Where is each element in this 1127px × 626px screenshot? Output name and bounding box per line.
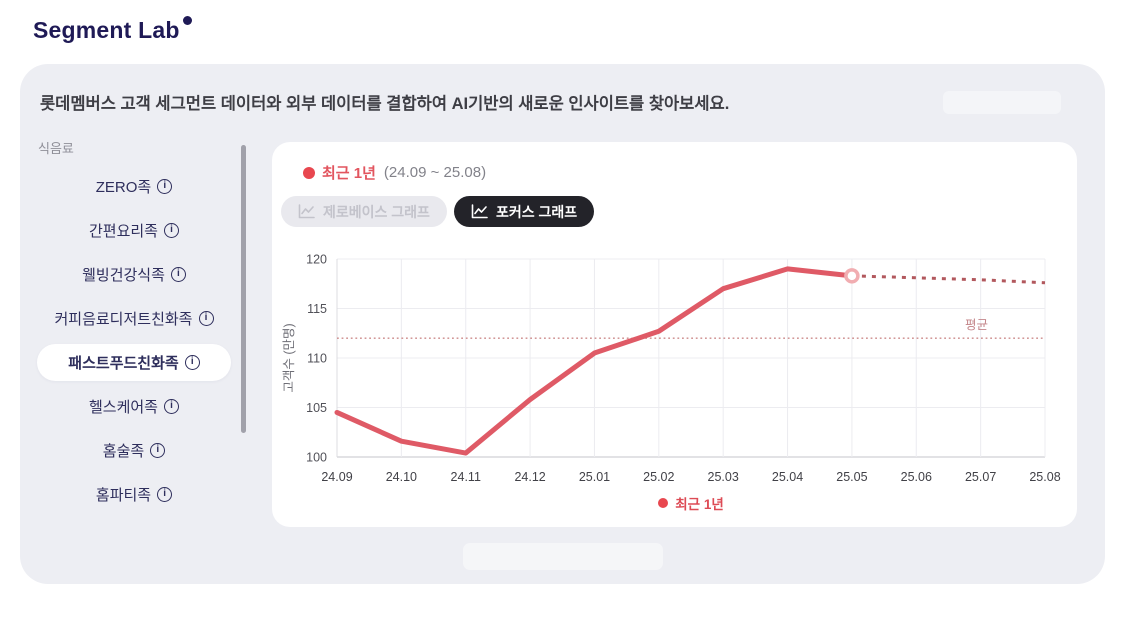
sidebar-scrollbar[interactable] <box>241 145 246 433</box>
x-tick-label: 25.06 <box>901 470 932 484</box>
sidebar-item-홈술족[interactable]: 홈술족 i <box>20 428 248 472</box>
y-tick-label: 120 <box>306 253 327 267</box>
segment-list: ZERO족 i 간편요리족 i 웰빙건강식족 i 커피음료디저트친화족 i 패스트푸드친화족 i 헬… <box>20 164 248 516</box>
logo-dot-icon <box>182 16 192 25</box>
x-tick-label: 25.05 <box>836 470 867 484</box>
chart-legend-top: 최근 1년 (24.09 ~ 25.08) <box>303 162 486 183</box>
faded-footer-button[interactable] <box>463 543 663 570</box>
chart-legend-bottom: 최근 1년 <box>337 493 1045 513</box>
x-tick-label: 24.11 <box>451 470 481 484</box>
faded-header-button[interactable] <box>943 91 1061 114</box>
x-tick-label: 25.03 <box>708 470 739 484</box>
sidebar-item-label: 홈술족 <box>102 442 145 460</box>
app-logo: Segment Lab <box>33 16 192 44</box>
info-icon[interactable]: i <box>157 178 173 194</box>
focus-line-chart: 100 105 110 115 120 24.09 24.10 24.11 24.12 25.01… <box>282 253 1061 485</box>
sidebar: 식음료 ZERO족 i 간편요리족 i 웰빙건강식족 i 커피음료디저트친화족 i 패스트푸드친… <box>20 64 248 584</box>
sidebar-item-커피음료디저트친화족[interactable]: 커피음료디저트친화족 i <box>20 296 248 340</box>
y-tick-label: 100 <box>306 451 327 465</box>
graph-button-label: 제로베이스 그래프 <box>323 203 430 220</box>
graph-mode-toggle: 제로베이스 그래프 포커스 그래프 <box>281 196 595 227</box>
info-icon[interactable]: i <box>198 310 214 326</box>
x-tick-label: 24.09 <box>321 470 352 484</box>
legend-dot-icon <box>303 166 315 179</box>
info-icon[interactable]: i <box>164 222 179 238</box>
sidebar-item-웰빙건강식족[interactable]: 웰빙건강식족 i <box>20 252 248 296</box>
y-tick-label: 105 <box>306 401 327 415</box>
average-label: 평균 <box>965 318 988 332</box>
series-line-dashed <box>851 274 1046 285</box>
legend-label: 최근 1년 <box>322 165 376 182</box>
app-title: Segment Lab <box>33 17 180 43</box>
sidebar-item-헬스케어족[interactable]: 헬스케어족 i <box>20 384 248 428</box>
sidebar-item-패스트푸드친화족[interactable]: 패스트푸드친화족 i <box>37 343 231 381</box>
sidebar-item-ZERO족[interactable]: ZERO족 i <box>20 164 248 208</box>
y-axis-title: 고객수 (만명) <box>282 323 296 392</box>
main-container: 롯데멤버스 고객 세그먼트 데이터와 외부 데이터를 결합하여 AI기반의 새로… <box>20 64 1105 584</box>
zerobase-graph-button[interactable]: 제로베이스 그래프 <box>281 196 447 227</box>
x-tick-label: 25.02 <box>643 470 674 484</box>
info-icon[interactable]: i <box>164 398 179 414</box>
legend-bottom-label: 최근 1년 <box>675 497 724 512</box>
sidebar-category-label: 식음료 <box>38 141 74 156</box>
line-chart-icon <box>471 204 488 219</box>
sidebar-item-label: 커피음료디저트친화족 <box>54 310 193 328</box>
sidebar-item-홈파티족[interactable]: 홈파티족 i <box>20 472 248 516</box>
y-tick-label: 110 <box>307 352 327 366</box>
x-tick-label: 25.04 <box>772 470 803 484</box>
sidebar-item-label: 패스트푸드친화족 <box>68 354 179 372</box>
sidebar-item-label: 홈파티족 <box>95 486 152 504</box>
sidebar-item-label: ZERO족 <box>95 178 152 196</box>
graph-button-label: 포커스 그래프 <box>495 203 578 220</box>
legend-date-range: (24.09 ~ 25.08) <box>383 164 487 181</box>
y-tick-label: 115 <box>307 302 327 316</box>
intro-text: 롯데멤버스 고객 세그먼트 데이터와 외부 데이터를 결합하여 AI기반의 새로… <box>40 95 730 113</box>
x-tick-label: 25.01 <box>579 470 610 484</box>
info-icon[interactable]: i <box>184 354 200 370</box>
line-chart-icon <box>298 204 315 219</box>
chart-panel: 최근 1년 (24.09 ~ 25.08) 제로베이스 그래프 포커스 그래프 1… <box>272 142 1077 527</box>
focus-graph-button[interactable]: 포커스 그래프 <box>453 196 595 227</box>
sidebar-item-label: 헬스케어족 <box>88 398 158 416</box>
sidebar-item-간편요리족[interactable]: 간편요리족 i <box>20 208 248 252</box>
sidebar-item-label: 웰빙건강식족 <box>82 266 165 284</box>
x-tick-label: 24.12 <box>514 470 545 484</box>
data-point-marker <box>844 268 860 284</box>
info-icon[interactable]: i <box>150 442 166 458</box>
x-tick-label: 25.08 <box>1029 470 1060 484</box>
info-icon[interactable]: i <box>170 266 186 282</box>
x-tick-label: 25.07 <box>965 470 996 484</box>
sidebar-item-label: 간편요리족 <box>88 222 158 240</box>
series-line-solid <box>334 266 855 456</box>
info-icon[interactable]: i <box>157 486 173 502</box>
legend-dot-icon <box>658 498 669 508</box>
x-tick-label: 24.10 <box>386 470 417 484</box>
